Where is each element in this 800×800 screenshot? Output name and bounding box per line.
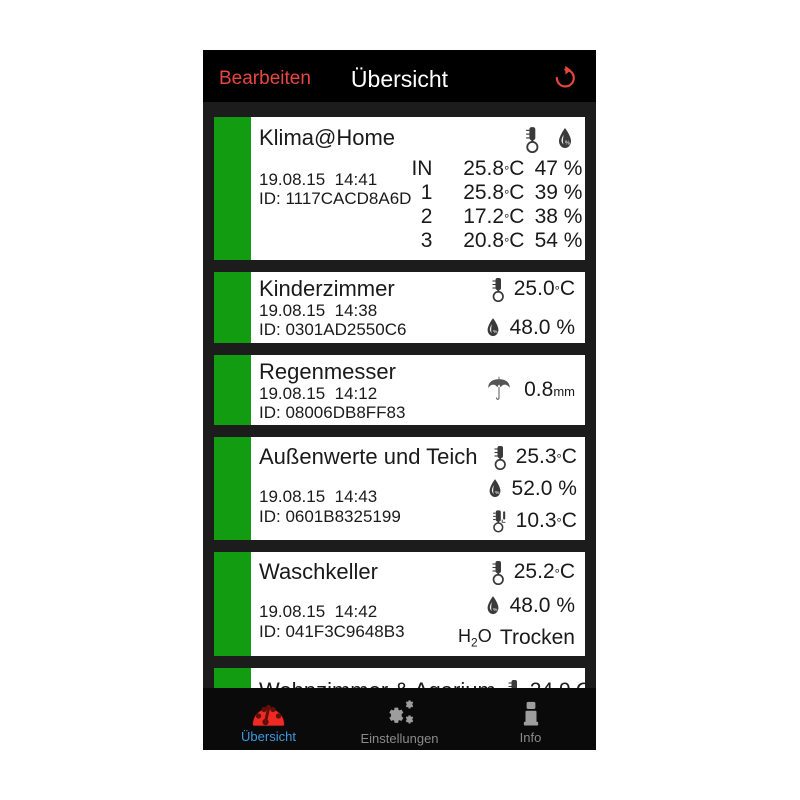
svg-text:%: % <box>493 329 498 335</box>
svg-text:%: % <box>493 607 498 613</box>
svg-text:%: % <box>495 490 500 496</box>
svg-text:%: % <box>565 141 570 147</box>
